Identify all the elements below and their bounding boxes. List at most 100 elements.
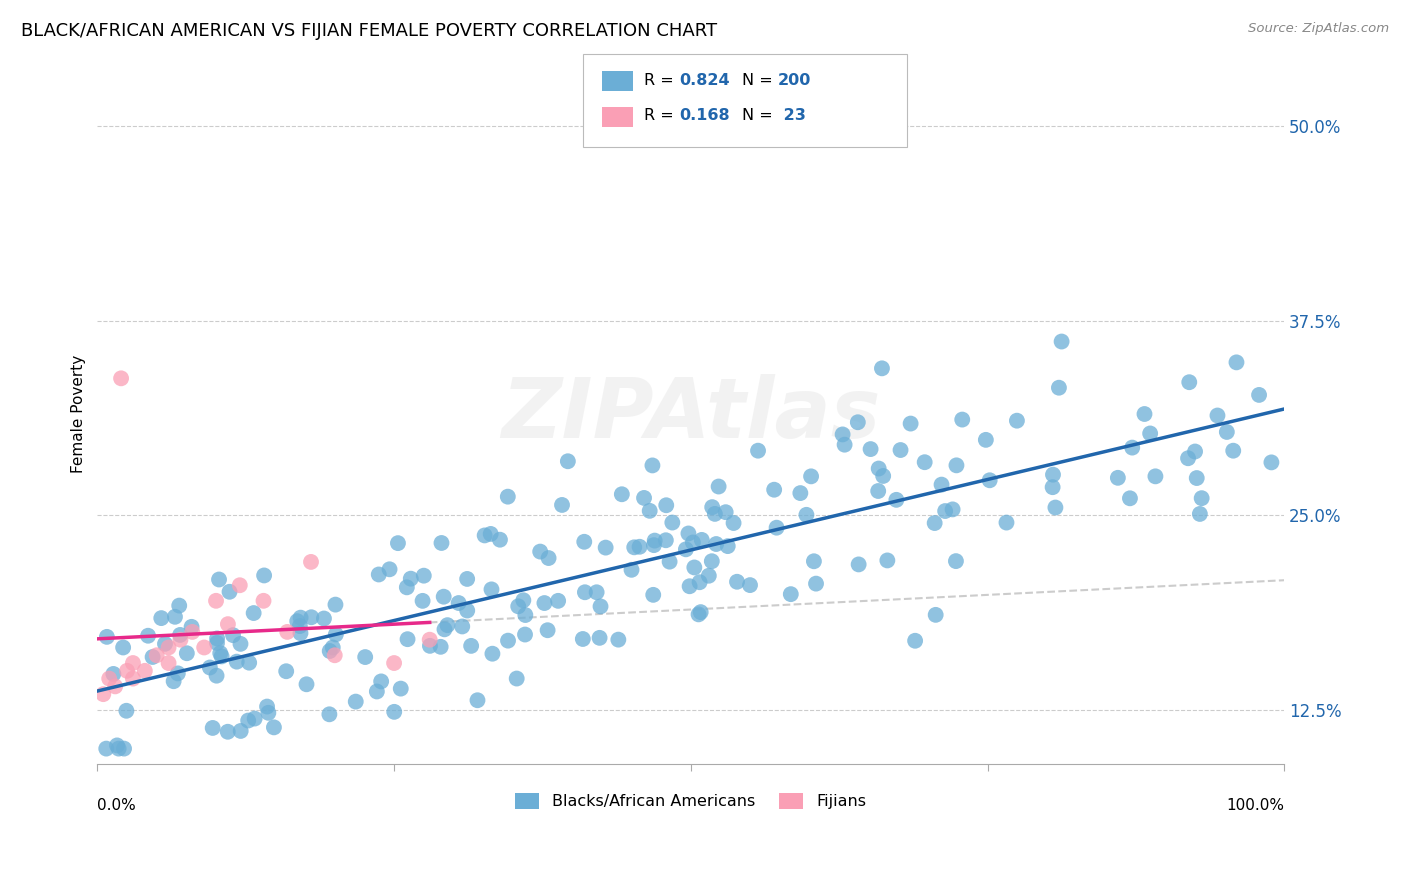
Point xyxy=(765,521,787,535)
Point xyxy=(950,412,973,426)
Point xyxy=(366,684,388,698)
Point xyxy=(325,627,347,641)
Point xyxy=(243,712,266,726)
Point xyxy=(689,605,711,619)
Point xyxy=(931,477,953,491)
Point xyxy=(112,741,135,756)
Point xyxy=(489,533,512,547)
Point xyxy=(389,681,412,696)
Point xyxy=(779,587,801,601)
Point xyxy=(276,624,298,639)
Point xyxy=(252,594,274,608)
Point xyxy=(610,487,633,501)
Point xyxy=(655,498,678,512)
Point xyxy=(290,610,312,624)
Point xyxy=(205,632,228,646)
Point xyxy=(153,637,176,651)
Point xyxy=(831,427,853,442)
Point xyxy=(225,655,247,669)
Point xyxy=(1050,334,1073,349)
Point xyxy=(217,724,239,739)
Point xyxy=(323,648,346,663)
Point xyxy=(638,504,661,518)
Text: 100.0%: 100.0% xyxy=(1226,798,1284,814)
Point xyxy=(205,668,228,682)
Point xyxy=(551,498,574,512)
Point xyxy=(456,572,478,586)
Point xyxy=(900,417,922,431)
Point xyxy=(1184,444,1206,458)
Point xyxy=(689,575,711,590)
Point xyxy=(682,535,704,549)
Point xyxy=(872,469,894,483)
Point xyxy=(547,594,569,608)
Point xyxy=(834,438,856,452)
Point xyxy=(1206,409,1229,423)
Point xyxy=(105,739,128,753)
Point xyxy=(96,741,118,756)
Point xyxy=(803,554,825,568)
Point xyxy=(1045,500,1067,515)
Point xyxy=(496,490,519,504)
Point xyxy=(515,607,537,622)
Point xyxy=(589,599,612,614)
Point xyxy=(396,632,419,647)
Point xyxy=(683,560,706,574)
Point xyxy=(193,640,215,655)
Point xyxy=(1005,414,1028,428)
Point xyxy=(451,619,474,633)
Point xyxy=(717,539,740,553)
Point xyxy=(238,656,260,670)
Point xyxy=(1185,471,1208,485)
Point xyxy=(623,541,645,555)
Point xyxy=(870,361,893,376)
Text: 0.824: 0.824 xyxy=(679,73,730,87)
Point xyxy=(789,486,811,500)
Text: R =: R = xyxy=(644,109,673,123)
Point xyxy=(229,578,252,592)
Point xyxy=(136,629,159,643)
Point xyxy=(1042,480,1064,494)
Point xyxy=(876,553,898,567)
Point xyxy=(429,640,451,654)
Point xyxy=(702,500,724,515)
Point xyxy=(198,660,221,674)
Point xyxy=(322,640,344,655)
Point xyxy=(456,603,478,617)
Point xyxy=(276,665,298,679)
Point xyxy=(643,588,665,602)
Point xyxy=(678,579,700,593)
Point xyxy=(513,627,536,641)
Point xyxy=(211,649,233,664)
Point xyxy=(690,533,713,547)
Point xyxy=(433,623,456,637)
Point xyxy=(585,585,607,599)
Point xyxy=(707,479,730,493)
Point xyxy=(115,664,138,678)
Point xyxy=(134,664,156,678)
Point xyxy=(110,371,132,385)
Point xyxy=(643,538,665,552)
Legend: Blacks/African Americans, Fijians: Blacks/African Americans, Fijians xyxy=(509,787,873,815)
Text: 0.0%: 0.0% xyxy=(97,798,136,814)
Point xyxy=(205,636,228,650)
Point xyxy=(382,705,405,719)
Point xyxy=(253,568,276,582)
Point xyxy=(180,620,202,634)
Text: 23: 23 xyxy=(778,109,806,123)
Point xyxy=(122,656,145,670)
Point xyxy=(412,568,434,582)
Point xyxy=(886,492,908,507)
Point xyxy=(378,562,401,576)
Point xyxy=(942,502,965,516)
Point xyxy=(382,656,405,670)
Point xyxy=(169,628,191,642)
Point xyxy=(904,633,927,648)
Point xyxy=(312,611,335,625)
Point xyxy=(704,537,727,551)
Point xyxy=(205,594,228,608)
Point xyxy=(209,646,232,660)
Point xyxy=(995,516,1018,530)
Point xyxy=(846,415,869,429)
Point xyxy=(557,454,579,468)
